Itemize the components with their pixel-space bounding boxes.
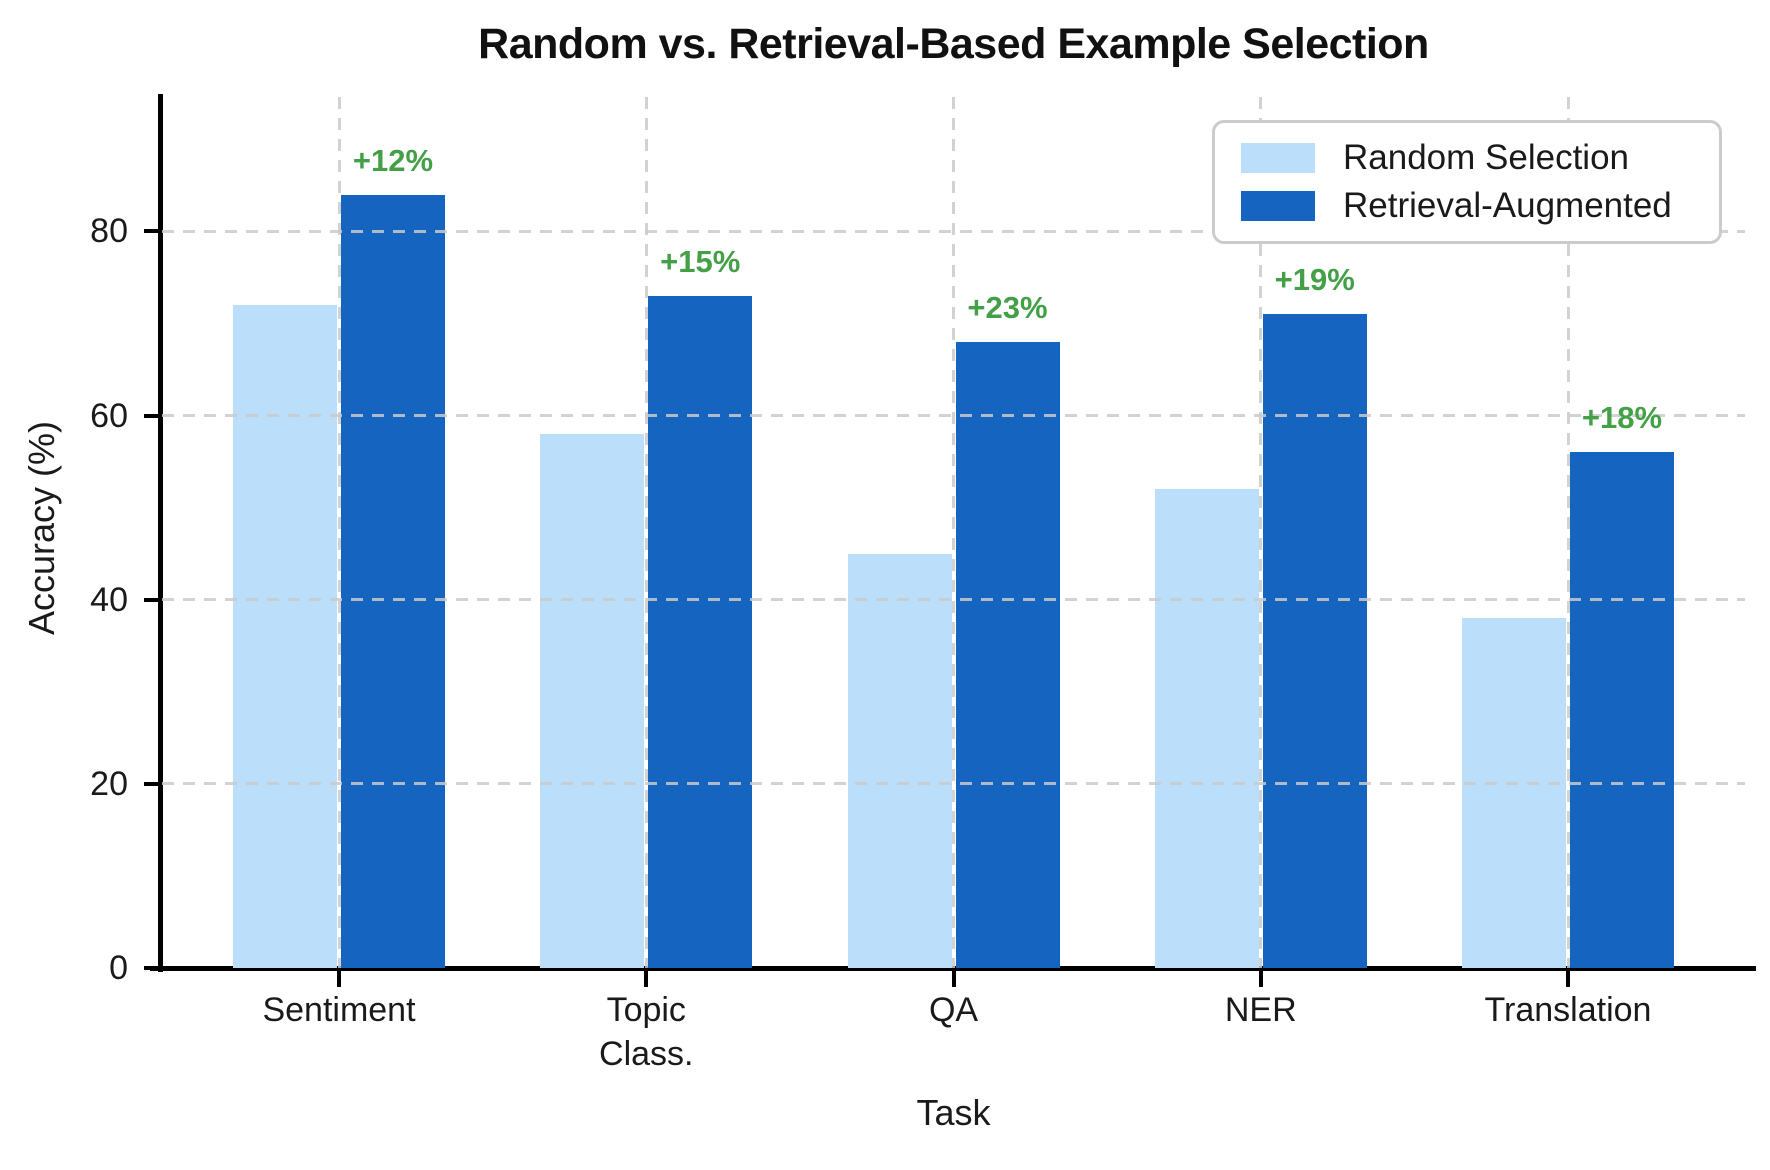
x-tick-mark-1: [644, 971, 649, 987]
x-tick-mark-0: [337, 971, 341, 987]
bar-random-1: [540, 433, 645, 968]
improvement-label-0: +12%: [352, 142, 434, 178]
x-tick-mark-2: [951, 971, 956, 987]
y-tick-label-0: 0: [109, 949, 128, 987]
legend-label-random-selection: Random Selection: [1343, 138, 1629, 177]
x-axis-spine: [150, 966, 1756, 971]
y-tick-label-80: 80: [90, 212, 128, 251]
legend-item-random-selection: Random Selection: [1241, 138, 1719, 178]
x-tick-label-0: Sentiment: [262, 991, 416, 1029]
y-tick-mark-60: [144, 413, 162, 418]
x-tick-label-2: QA: [928, 991, 979, 1029]
legend-swatch-retrieval-augmented: [1241, 191, 1315, 221]
y-tick-label-20: 20: [90, 764, 128, 803]
gridline-x-3: [1259, 97, 1263, 968]
y-tick-mark-0: [144, 966, 162, 970]
y-tick-label-40: 40: [90, 580, 128, 619]
gridline-x-2: [952, 97, 955, 968]
gridline-x-4: [1566, 97, 1570, 968]
gridline-x-0: [337, 97, 341, 968]
bar-random-0: [233, 305, 337, 968]
legend: Random Selection Retrieval-Augmented: [1212, 120, 1722, 244]
y-tick-mark-80: [144, 229, 162, 234]
bar-retrieval-3: [1262, 314, 1367, 968]
y-axis-spine: [158, 94, 163, 972]
y-tick-mark-40: [144, 597, 162, 602]
gridline-x-1: [644, 97, 648, 968]
chart-title: Random vs. Retrieval-Based Example Selec…: [478, 20, 1429, 68]
bar-random-2: [847, 553, 952, 968]
bar-retrieval-2: [955, 341, 1060, 968]
bar-retrieval-4: [1570, 452, 1674, 968]
improvement-label-4: +18%: [1581, 400, 1663, 436]
improvement-label-1: +15%: [660, 243, 741, 279]
bar-random-4: [1462, 618, 1566, 968]
legend-swatch-random-selection: [1241, 143, 1315, 173]
legend-item-retrieval-augmented: Retrieval-Augmented: [1241, 186, 1719, 226]
bar-retrieval-1: [648, 295, 753, 968]
y-tick-mark-20: [144, 781, 162, 786]
legend-label-retrieval-augmented: Retrieval-Augmented: [1343, 186, 1672, 225]
improvement-label-2: +23%: [967, 289, 1048, 325]
improvement-label-3: +19%: [1274, 262, 1355, 298]
x-tick-label-1: Topic Class.: [599, 991, 694, 1073]
x-tick-label-3: NER: [1224, 991, 1297, 1029]
x-tick-mark-3: [1258, 971, 1263, 987]
bar-retrieval-0: [341, 194, 445, 968]
plot-area: +12% +15% +23% +19% +18%: [162, 97, 1745, 968]
y-tick-label-60: 60: [90, 396, 128, 435]
x-tick-label-4: Translation: [1484, 991, 1652, 1029]
x-axis-label: Task: [916, 1092, 991, 1133]
bar-random-3: [1154, 489, 1259, 968]
x-tick-mark-4: [1566, 971, 1570, 987]
